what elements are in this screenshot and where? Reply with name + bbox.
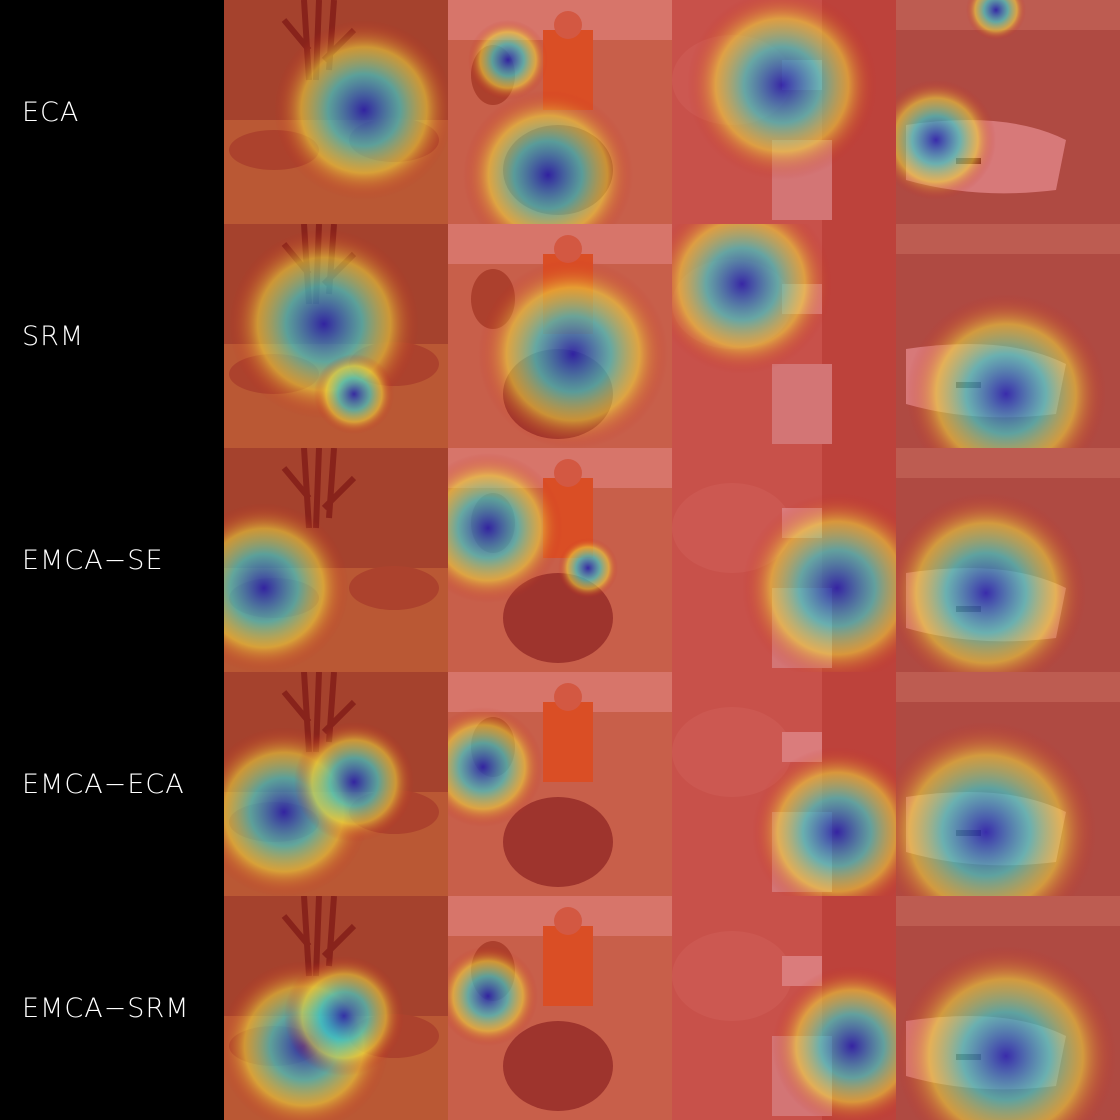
heatmap-image — [224, 0, 448, 224]
heatmap-image — [672, 224, 896, 448]
heatmap-image — [448, 0, 672, 224]
row-label: EMCA−SRM — [0, 896, 224, 1120]
heatmap-image — [448, 224, 672, 448]
heatmap-image — [896, 672, 1120, 896]
row-label-text: EMCA−ECA — [22, 768, 185, 800]
heatmap-image — [448, 672, 672, 896]
row-label: ECA — [0, 0, 224, 224]
row-label: EMCA−SE — [0, 448, 224, 672]
row-label-text: SRM — [22, 320, 85, 352]
heatmap-image — [224, 896, 448, 1120]
heatmap-image — [224, 448, 448, 672]
heatmap-image — [224, 224, 448, 448]
heatmap-image — [896, 0, 1120, 224]
row-label-text: ECA — [22, 96, 80, 128]
heatmap-image — [896, 224, 1120, 448]
row-label-text: EMCA−SE — [22, 544, 164, 576]
heatmap-image — [672, 896, 896, 1120]
heatmap-image — [224, 672, 448, 896]
heatmap-image — [896, 896, 1120, 1120]
row-label: SRM — [0, 224, 224, 448]
heatmap-image — [448, 448, 672, 672]
heatmap-image — [896, 448, 1120, 672]
heatmap-image — [672, 0, 896, 224]
row-label-text: EMCA−SRM — [22, 992, 190, 1024]
heatmap-image — [672, 672, 896, 896]
heatmap-image — [448, 896, 672, 1120]
heatmap-image — [672, 448, 896, 672]
row-label: EMCA−ECA — [0, 672, 224, 896]
